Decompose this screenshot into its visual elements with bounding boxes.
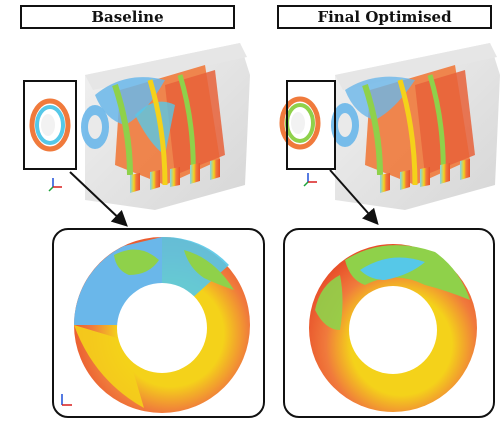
ring-inner-hole: [349, 286, 437, 374]
ring-green-band-right: [184, 250, 234, 290]
ring-inner-hole: [117, 283, 207, 373]
flow-streak-2: [147, 79, 168, 186]
baseline-zoom-view: [52, 228, 265, 418]
ring-green-band-left: [315, 275, 343, 330]
flow-blue-region: [345, 76, 415, 120]
duct-top-face: [85, 43, 247, 90]
zoom-selection-box: [286, 80, 336, 170]
flow-blue-region: [95, 77, 165, 125]
inlet-hole: [291, 112, 305, 134]
optimised-3d-view: [270, 35, 500, 220]
ring-green-band: [114, 249, 159, 275]
optimised-3d-render: [279, 43, 500, 210]
flow-plane-2: [415, 70, 475, 175]
zoom-selection-box: [23, 80, 77, 170]
optimised-ring-contour: [309, 244, 477, 412]
baseline-ring-contour: [61, 236, 250, 413]
baseline-3d-view: [15, 35, 250, 220]
flow-streak-2: [397, 79, 418, 186]
ring-cyan-sector: [360, 257, 425, 280]
ring-yellow-band: [74, 325, 144, 408]
optimised-zoom-view: [283, 228, 495, 418]
inlet-hole: [41, 114, 55, 136]
flow-streak-1: [362, 84, 383, 176]
final-optimised-title-text: Final Optimised: [317, 8, 452, 26]
baseline-3d-render: [23, 43, 250, 210]
final-optimised-title: Final Optimised: [277, 5, 492, 29]
outlet-fins: [380, 159, 470, 193]
axis-triad-icon: [48, 178, 62, 192]
inlet-ring-inner: [35, 105, 65, 145]
axis-triad-icon: [61, 394, 72, 406]
outlet-fins: [130, 159, 220, 193]
inlet-ring-outer: [279, 96, 321, 150]
baseline-title: Baseline: [20, 5, 235, 29]
flow-plane-2: [165, 70, 225, 175]
baseline-title-text: Baseline: [91, 8, 164, 26]
inlet-ring-outer: [29, 98, 71, 152]
flow-streak-1: [112, 84, 133, 176]
axis-triad-icon: [303, 173, 317, 187]
